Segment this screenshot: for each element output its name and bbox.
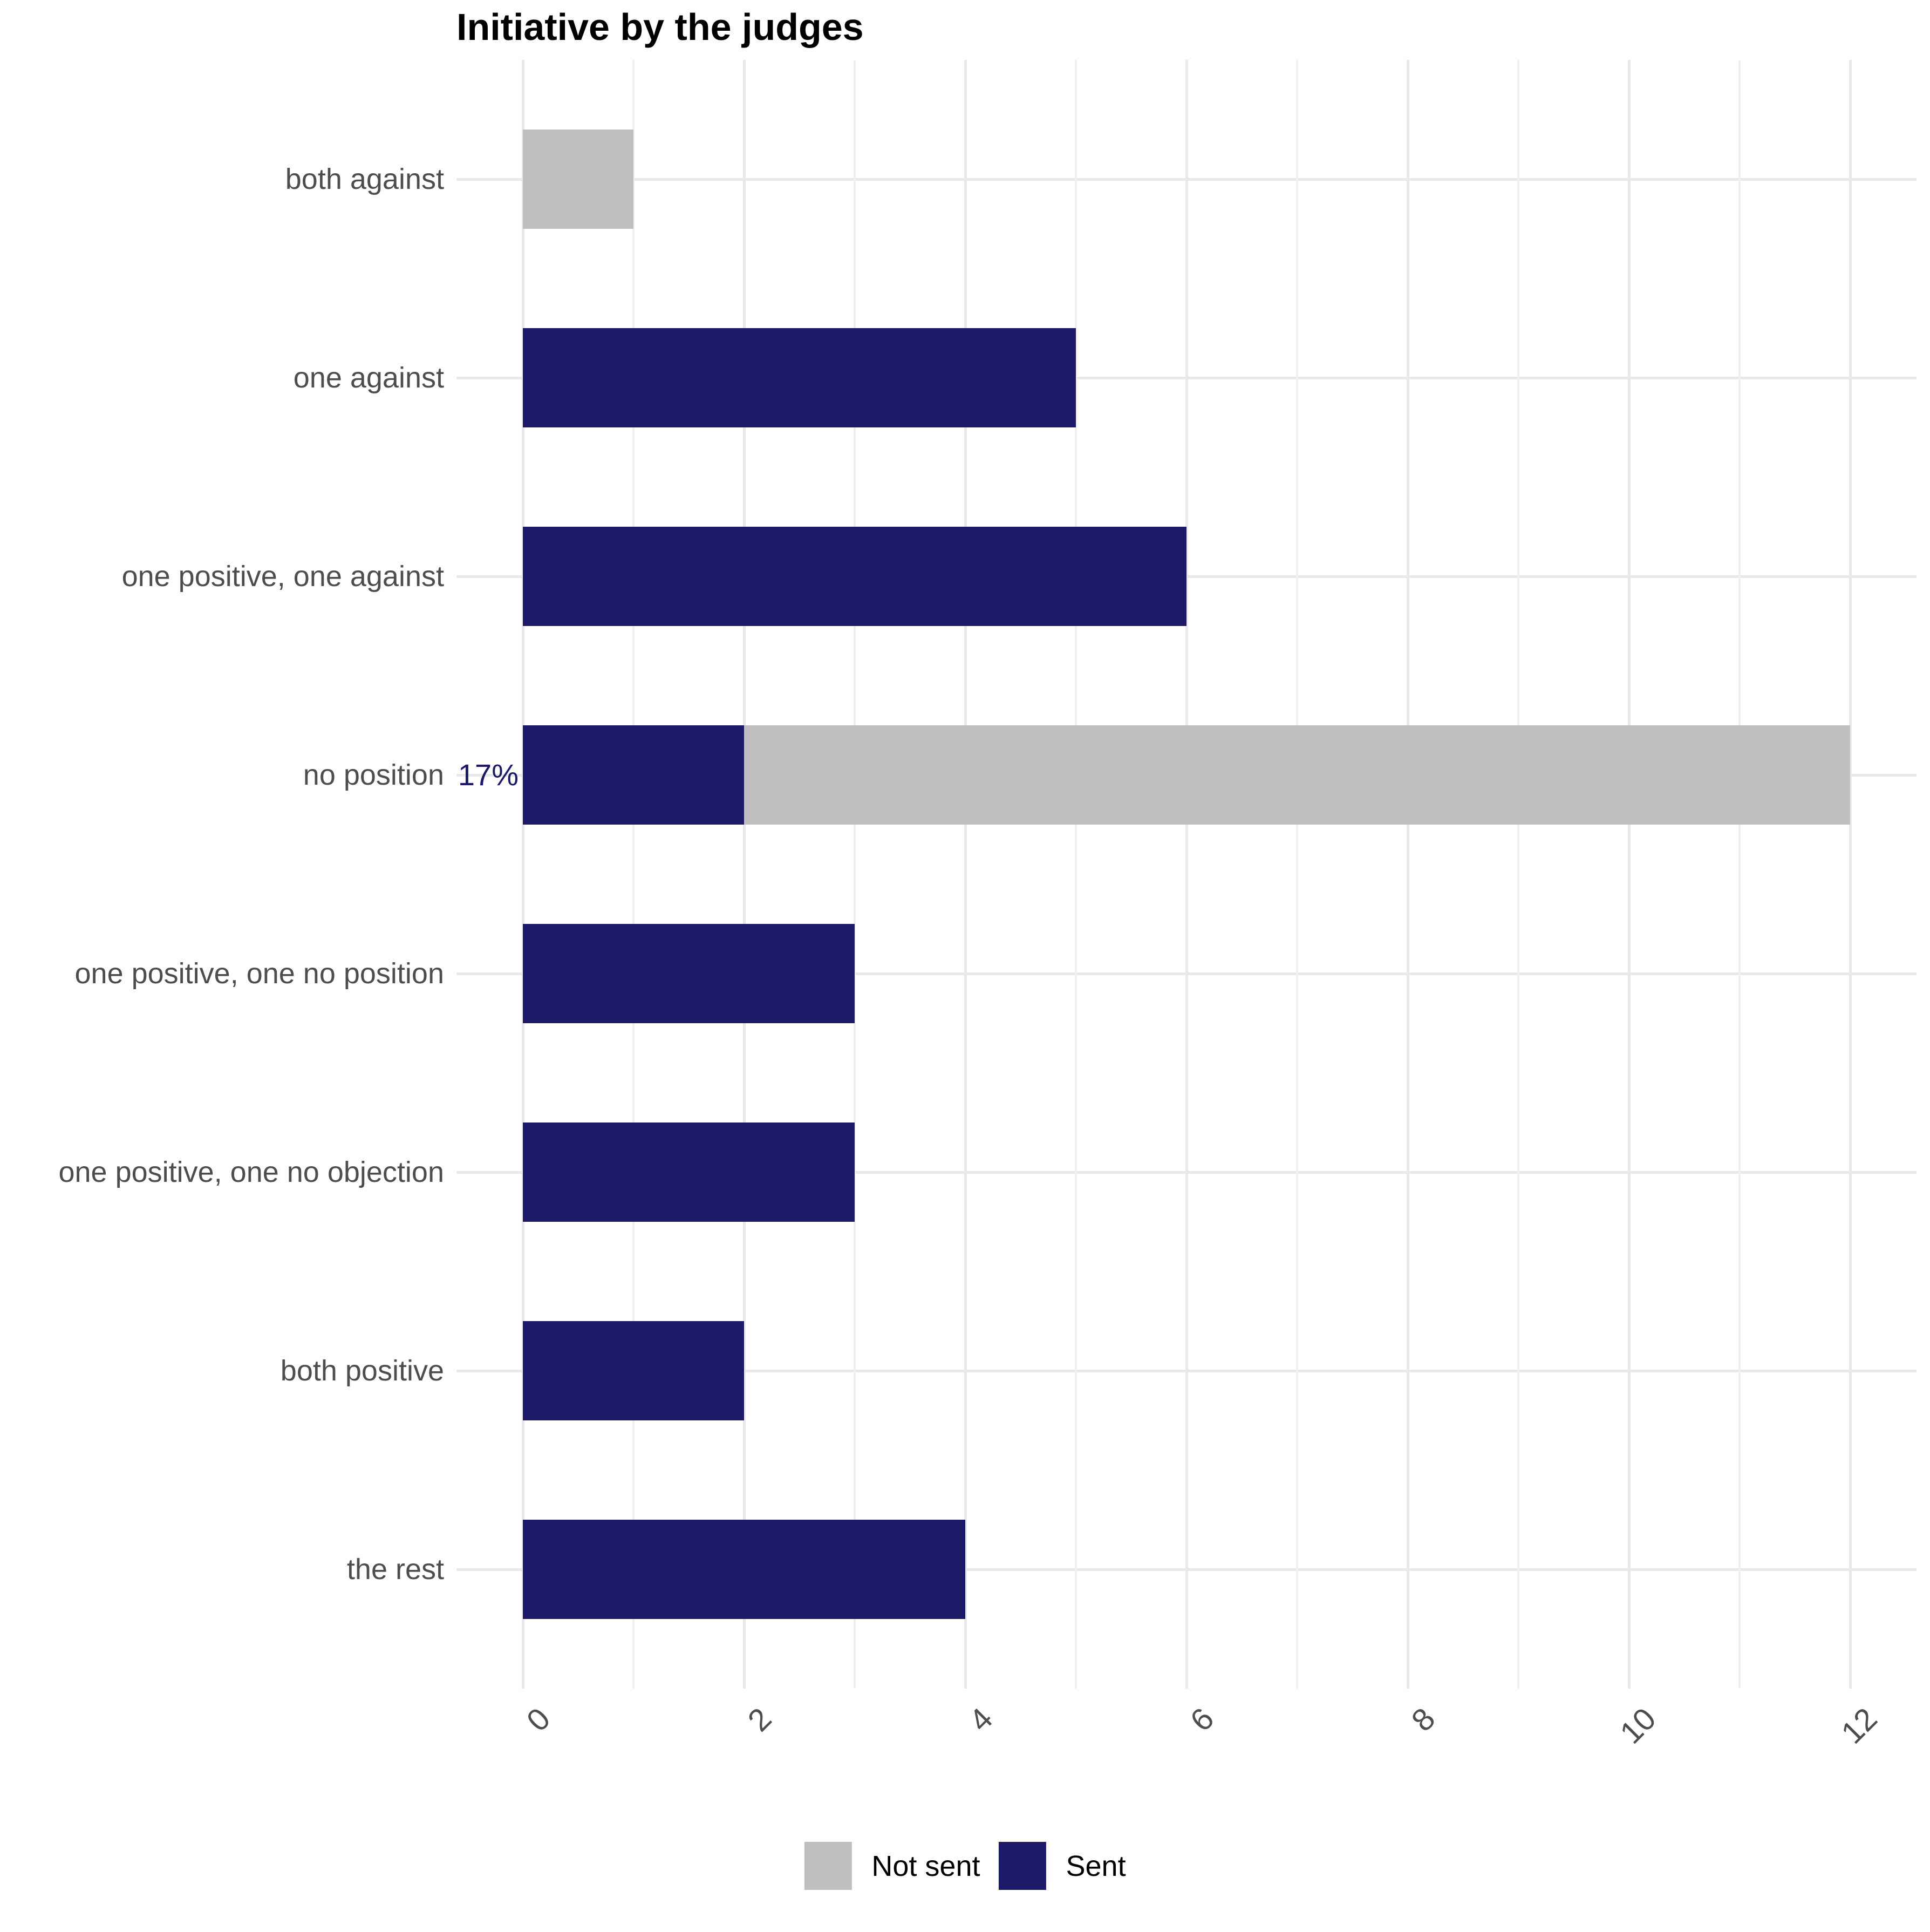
major-gridline: [1849, 60, 1852, 1689]
major-gridline: [522, 60, 524, 1689]
major-gridline: [743, 60, 746, 1689]
minor-gridline: [854, 60, 856, 1689]
x-axis-tick-label: 2: [741, 1701, 779, 1738]
bar-segment-sent: [523, 1321, 744, 1421]
bar-value-annotation: 17%: [458, 757, 519, 792]
major-gridline: [1407, 60, 1409, 1689]
y-axis-label: one positive, one no objection: [58, 1156, 444, 1189]
major-gridline: [1185, 60, 1188, 1689]
legend-swatch-sent: [998, 1842, 1046, 1890]
bar-segment-sent: [523, 924, 855, 1024]
bar-segment-not-sent: [523, 129, 633, 229]
y-axis-label: one against: [293, 361, 444, 394]
bar-segment-sent: [523, 526, 1186, 626]
minor-gridline: [1738, 60, 1741, 1689]
chart-title: Initiative by the judges: [456, 6, 864, 48]
legend-item: Not sent: [804, 1842, 980, 1890]
legend-label: Not sent: [871, 1849, 980, 1882]
x-axis-tick-label: 0: [520, 1701, 557, 1738]
legend-label: Sent: [1066, 1849, 1126, 1882]
minor-gridline: [1296, 60, 1298, 1689]
x-axis-tick-label: 10: [1613, 1701, 1663, 1751]
bar-segment-sent: [523, 1520, 965, 1620]
legend: Not sent Sent: [804, 1842, 1126, 1890]
minor-gridline: [1517, 60, 1519, 1689]
y-axis-label: both against: [285, 162, 444, 195]
bar-segment-sent: [523, 328, 1076, 427]
bar-segment-not-sent: [744, 725, 1850, 825]
x-axis-tick-label: 4: [962, 1701, 1000, 1738]
major-gridline: [1628, 60, 1631, 1689]
plot-panel: [456, 60, 1917, 1689]
legend-item: Sent: [998, 1842, 1126, 1890]
bar-segment-sent: [523, 725, 744, 825]
minor-gridline: [632, 60, 635, 1689]
legend-swatch-not-sent: [804, 1842, 852, 1890]
y-axis-label: both positive: [280, 1355, 444, 1387]
x-axis-tick-label: 8: [1404, 1701, 1442, 1738]
y-axis-label: one positive, one against: [121, 560, 444, 593]
y-axis-label: one positive, one no position: [74, 957, 445, 990]
x-axis-tick-label: 12: [1834, 1701, 1885, 1751]
x-axis-tick-label: 6: [1183, 1701, 1221, 1738]
y-axis-label: the rest: [346, 1553, 444, 1586]
y-axis-label: no position: [303, 758, 444, 791]
minor-gridline: [1075, 60, 1077, 1689]
major-gridline: [964, 60, 967, 1689]
bar-segment-sent: [523, 1123, 855, 1222]
